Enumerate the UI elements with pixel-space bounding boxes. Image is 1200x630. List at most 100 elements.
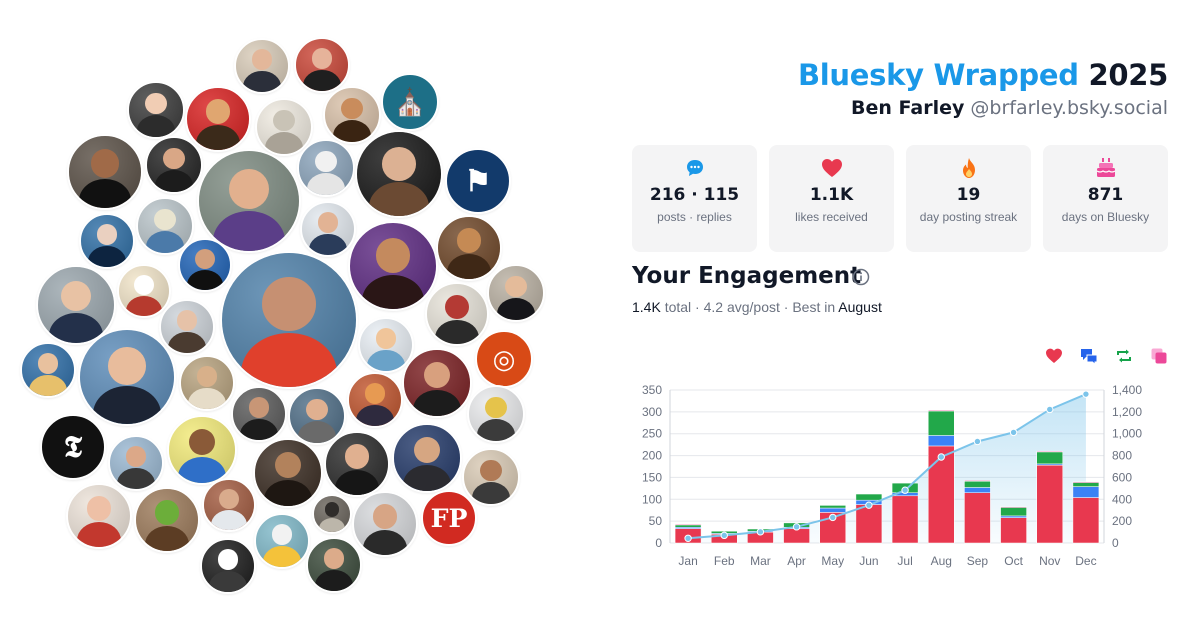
avatar-orange-ring-logo[interactable]: ◎ xyxy=(475,330,533,388)
stats-row: 216 · 115 posts · replies 1.1K likes rec… xyxy=(632,145,1168,252)
avatar-cluster: ⛪ ⚑ ◎ 𝕿 FP xyxy=(20,37,545,594)
avatar-man-smiling-glasses[interactable] xyxy=(348,221,438,311)
x-tick-label: Jul xyxy=(897,554,912,568)
cumulative-point-oct xyxy=(1009,428,1018,437)
cumulative-point-sep xyxy=(973,437,982,446)
orange-ring-logo-icon: ◎ xyxy=(492,343,516,375)
nyt-logo-icon: 𝕿 xyxy=(63,429,83,465)
avatar-cartoon-man-glasses[interactable] xyxy=(185,86,251,152)
flame-icon xyxy=(906,157,1031,179)
avatar-dog-white[interactable] xyxy=(297,139,355,197)
bar-likes-dec xyxy=(1072,497,1100,544)
avatar-woman-headphones[interactable] xyxy=(20,342,76,398)
avatar-man-blue-suit[interactable] xyxy=(127,81,185,139)
cumulative-point-apr xyxy=(792,523,801,531)
bar-likes-jun xyxy=(855,504,883,544)
reply-icon[interactable] xyxy=(1080,347,1098,365)
avatar-woman-sunhat[interactable] xyxy=(179,355,235,411)
avatar-sunset-sea[interactable] xyxy=(347,372,403,428)
avatar-man-suit-flag[interactable] xyxy=(234,38,290,94)
avatar-man-selfie[interactable] xyxy=(462,448,520,506)
stat-label: days on Bluesky xyxy=(1061,210,1150,224)
bar-reposts-aug xyxy=(928,410,955,436)
avatar-man-curly-glasses[interactable] xyxy=(159,299,215,355)
stat-card-posts: 216 · 115 posts · replies xyxy=(632,145,757,252)
avatar-kermit-tea[interactable] xyxy=(134,487,200,553)
avatar-typewriter[interactable] xyxy=(312,494,352,534)
avatar-storm-cloud[interactable] xyxy=(254,513,310,569)
bar-quotes-dec xyxy=(1072,481,1100,483)
avatar-woman-sunglasses[interactable] xyxy=(197,149,301,253)
avatar-man-dark-hair[interactable] xyxy=(352,491,418,557)
x-tick-label: Jan xyxy=(678,554,697,568)
bar-quotes-aug xyxy=(928,409,955,412)
avatar-man-beard-mirror[interactable] xyxy=(231,386,287,442)
avatar-two-men[interactable] xyxy=(108,435,164,491)
avatar-cartoon-face[interactable] xyxy=(117,264,171,318)
heart-icon[interactable] xyxy=(1045,347,1063,365)
y-tick-label: 200 xyxy=(642,449,662,463)
fp-logo-icon: FP xyxy=(430,503,468,533)
wrapped-panel: Bluesky Wrapped 2025 Ben Farley @brfarley… xyxy=(632,56,1168,596)
repost-icon[interactable] xyxy=(1115,347,1133,365)
avatar-woman-red-hair[interactable] xyxy=(66,483,132,549)
y-tick-label: 300 xyxy=(642,405,662,419)
engagement-heading: Your Engagement xyxy=(632,263,862,289)
cumulative-point-dec xyxy=(1082,390,1090,398)
avatar-man-suit-smiling[interactable] xyxy=(36,265,116,345)
avatar-man-glasses-tie[interactable] xyxy=(178,238,232,292)
avatar-man-news-caption[interactable] xyxy=(78,328,176,426)
stat-label: posts · replies xyxy=(657,210,732,224)
avatar-cartoon-blue-cap[interactable] xyxy=(167,415,237,485)
heart-icon xyxy=(769,157,894,179)
avatar-man-painting[interactable] xyxy=(253,438,323,508)
avatar-certificate[interactable] xyxy=(136,197,194,255)
avatar-nilc-logo[interactable]: ⚑ xyxy=(445,148,511,214)
display-name: Ben Farley xyxy=(851,97,965,119)
avatar-woman-nameplate[interactable] xyxy=(67,134,143,210)
bar-replies-aug xyxy=(928,435,955,447)
avatar-man-beard-dark[interactable] xyxy=(145,136,203,194)
avatar-woman-red-background[interactable] xyxy=(294,37,350,93)
avatar-man-red-room[interactable] xyxy=(402,348,472,418)
avatar-capitol-logo[interactable]: ⛪ xyxy=(381,73,439,131)
cumulative-point-may xyxy=(829,513,837,522)
user-identity: Ben Farley @brfarley.bsky.social xyxy=(851,97,1168,119)
x-tick-label: Dec xyxy=(1075,554,1096,568)
avatar-man-brick-wall[interactable] xyxy=(202,478,256,532)
bar-quotes-nov xyxy=(1036,450,1063,453)
bar-reposts-nov xyxy=(1036,451,1063,465)
quote-icon[interactable] xyxy=(1150,347,1168,365)
avatar-starwars-figure[interactable] xyxy=(392,423,462,493)
brand-title: Bluesky Wrapped xyxy=(797,58,1079,92)
bar-replies-may xyxy=(819,507,846,513)
engagement-average: · 4.2 avg/post · Best in xyxy=(691,299,839,315)
avatar-helmet-cross[interactable] xyxy=(467,385,525,443)
bar-quotes-sep xyxy=(964,480,991,482)
avatar-locked-in-book[interactable] xyxy=(425,282,489,346)
user-handle[interactable]: @brfarley.bsky.social xyxy=(970,97,1168,119)
cumulative-point-nov xyxy=(1046,405,1054,414)
avatar-man-grey-beard[interactable] xyxy=(355,130,443,218)
engagement-summary: 1.4K total · 4.2 avg/post · Best in Augu… xyxy=(632,299,882,315)
x-tick-label: Nov xyxy=(1039,554,1060,568)
y2-tick-label: 1,400 xyxy=(1112,383,1142,397)
avatar-man-bald[interactable] xyxy=(324,431,390,497)
avatar-man-glasses-round[interactable] xyxy=(306,537,362,593)
avatar-man-glasses-gray[interactable] xyxy=(288,387,346,445)
avatar-man-side-profile[interactable] xyxy=(300,201,356,257)
info-icon[interactable] xyxy=(852,268,870,286)
avatar-sketch-bw[interactable] xyxy=(200,538,256,594)
engagement-total-label: total xyxy=(660,299,692,315)
avatar-cartoon-woman-glasses[interactable] xyxy=(323,86,381,144)
y2-tick-label: 1,200 xyxy=(1112,405,1142,419)
speech-bubble-icon xyxy=(632,157,757,179)
avatar-woman-black-hair[interactable] xyxy=(487,264,545,322)
avatar-man-boat-lifejacket[interactable] xyxy=(220,251,358,389)
avatar-woman-dark-hair[interactable] xyxy=(79,213,135,269)
avatar-document-text[interactable] xyxy=(255,98,313,156)
avatar-nyt-logo[interactable]: 𝕿 xyxy=(40,414,106,480)
avatar-room-interior[interactable] xyxy=(436,215,502,281)
avatar-fp-logo[interactable]: FP xyxy=(421,490,477,546)
avatar-cartoon-man-tie[interactable] xyxy=(358,317,414,373)
